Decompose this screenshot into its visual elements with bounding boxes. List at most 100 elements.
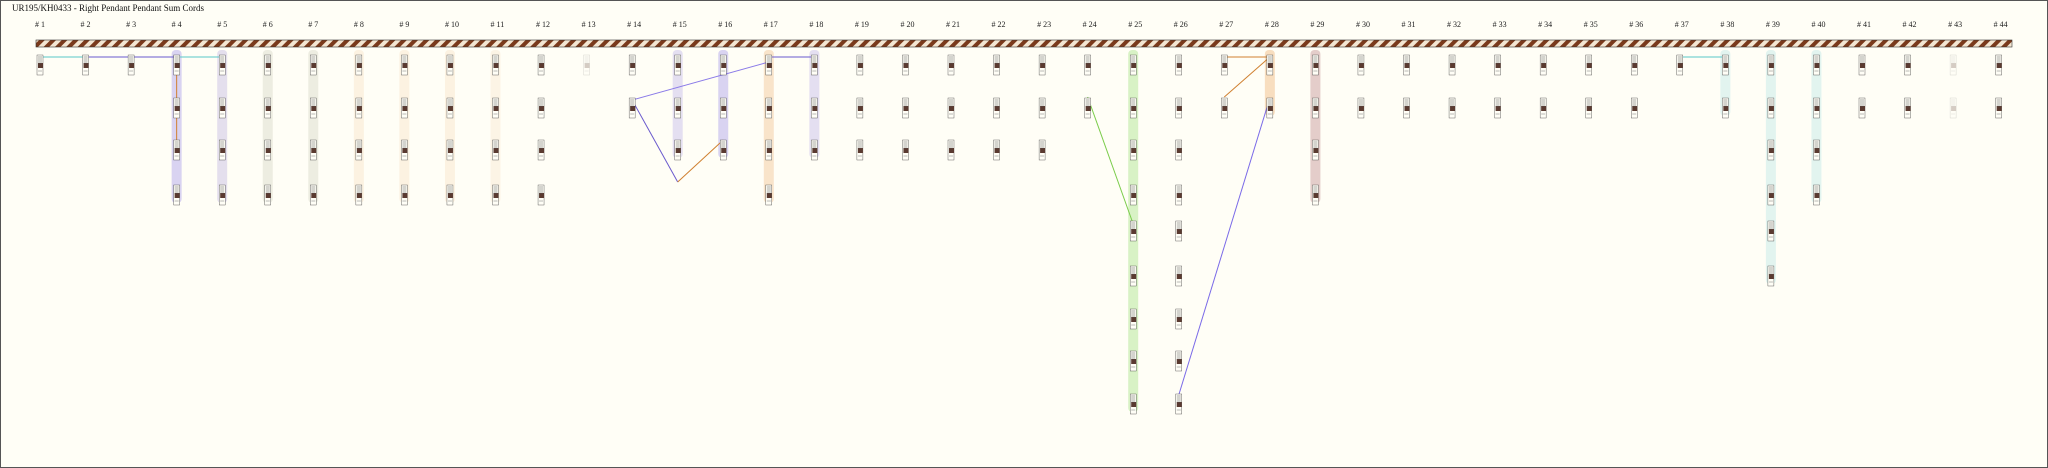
knot-value bbox=[766, 193, 772, 198]
knot-cluster bbox=[765, 139, 772, 161]
knot-value bbox=[1404, 106, 1410, 111]
knot-value bbox=[1358, 106, 1364, 111]
cord-tint bbox=[1310, 50, 1321, 203]
knot-cluster bbox=[310, 184, 317, 206]
knot-value bbox=[1632, 106, 1638, 111]
cord-label: # 9 bbox=[399, 20, 409, 29]
knot-value bbox=[857, 106, 863, 111]
cord-label: # 10 bbox=[445, 20, 459, 29]
knot-cluster bbox=[1175, 308, 1182, 330]
knot-cluster bbox=[173, 97, 180, 119]
knot-cluster bbox=[947, 54, 955, 76]
cord-label: # 29 bbox=[1310, 20, 1324, 29]
sum-link bbox=[631, 99, 679, 183]
knot-value bbox=[493, 106, 499, 111]
knot-cluster bbox=[902, 97, 909, 119]
cord-tint bbox=[308, 50, 319, 203]
cord-label: # 44 bbox=[1994, 20, 2008, 29]
cord-label: # 26 bbox=[1174, 20, 1188, 29]
knot-cluster bbox=[1949, 54, 1957, 76]
knot-value bbox=[1450, 106, 1456, 111]
knot-value bbox=[721, 63, 727, 68]
knot-value bbox=[903, 148, 909, 153]
knot-value bbox=[1586, 63, 1592, 68]
knot-value bbox=[1768, 229, 1774, 234]
knot-cluster bbox=[1312, 139, 1319, 161]
knot-value bbox=[1723, 63, 1729, 68]
knot-cluster bbox=[947, 139, 955, 161]
knot-cluster bbox=[1858, 97, 1866, 119]
knot-cluster bbox=[1266, 54, 1274, 76]
knot-cluster bbox=[1175, 220, 1182, 242]
knot-cluster bbox=[1448, 97, 1456, 119]
knot-cluster bbox=[1084, 54, 1091, 76]
knot-value bbox=[812, 63, 818, 68]
knot-cluster bbox=[1129, 308, 1137, 330]
knot-value bbox=[1951, 106, 1957, 111]
knot-value bbox=[994, 106, 1000, 111]
knot-cluster bbox=[1084, 97, 1091, 119]
knot-value bbox=[1040, 148, 1046, 153]
knot-cluster bbox=[674, 54, 681, 76]
cord-label: # 36 bbox=[1629, 20, 1643, 29]
knot-cluster bbox=[1175, 54, 1182, 76]
knot-cluster bbox=[401, 139, 408, 161]
sum-link bbox=[677, 139, 724, 183]
knot-value bbox=[265, 148, 271, 153]
knot-cluster bbox=[1767, 54, 1775, 76]
knot-cluster bbox=[264, 54, 271, 76]
cord-label: # 8 bbox=[354, 20, 364, 29]
knot-value bbox=[1905, 63, 1911, 68]
cord-label: # 37 bbox=[1675, 20, 1689, 29]
knot-box bbox=[583, 54, 590, 76]
knot-value bbox=[1677, 63, 1683, 68]
cord-label: # 38 bbox=[1720, 20, 1734, 29]
knot-value bbox=[311, 148, 317, 153]
knot-cluster bbox=[492, 184, 499, 206]
cord-label: # 41 bbox=[1857, 20, 1871, 29]
knot-cluster bbox=[218, 54, 226, 76]
knot-cluster bbox=[446, 184, 454, 206]
knot-value bbox=[311, 193, 317, 198]
knot-value bbox=[129, 63, 135, 68]
knot-value bbox=[1996, 63, 2002, 68]
knot-value bbox=[1860, 63, 1865, 68]
knot-value bbox=[402, 106, 408, 111]
knot-cluster bbox=[856, 139, 864, 161]
cord-tint bbox=[490, 50, 501, 203]
cord-label: # 33 bbox=[1493, 20, 1507, 29]
knot-cluster bbox=[1813, 184, 1820, 206]
knot-value bbox=[630, 106, 636, 111]
knot-value bbox=[857, 63, 863, 68]
knot-cluster bbox=[264, 139, 271, 161]
cord-label: # 42 bbox=[1903, 20, 1917, 29]
knot-value bbox=[356, 63, 362, 68]
knot-cluster bbox=[1767, 184, 1775, 206]
knot-value bbox=[1814, 148, 1820, 153]
knot-value bbox=[1131, 63, 1137, 68]
knot-value bbox=[1222, 63, 1228, 68]
knot-value bbox=[1176, 274, 1182, 279]
knot-value bbox=[1951, 63, 1957, 68]
knot-box bbox=[1949, 54, 1957, 76]
knot-value bbox=[584, 63, 590, 68]
knot-cluster bbox=[401, 97, 408, 119]
cord-label: # 16 bbox=[718, 20, 732, 29]
knot-cluster bbox=[1722, 97, 1729, 119]
knot-value bbox=[174, 63, 180, 68]
knot-box bbox=[1949, 97, 1957, 119]
knot-cluster bbox=[1129, 184, 1137, 206]
knot-cluster bbox=[537, 54, 545, 76]
knot-cluster bbox=[537, 184, 545, 206]
knot-cluster bbox=[765, 97, 772, 119]
knot-value bbox=[1131, 193, 1137, 198]
knot-cluster bbox=[82, 54, 89, 76]
knot-value bbox=[493, 148, 499, 153]
cord-label: # 17 bbox=[764, 20, 778, 29]
knot-value bbox=[1768, 106, 1774, 111]
knot-cluster bbox=[1175, 393, 1182, 415]
knot-cluster bbox=[537, 139, 545, 161]
knot-value bbox=[447, 63, 453, 68]
cord-label: # 30 bbox=[1356, 20, 1370, 29]
knot-value bbox=[812, 106, 818, 111]
